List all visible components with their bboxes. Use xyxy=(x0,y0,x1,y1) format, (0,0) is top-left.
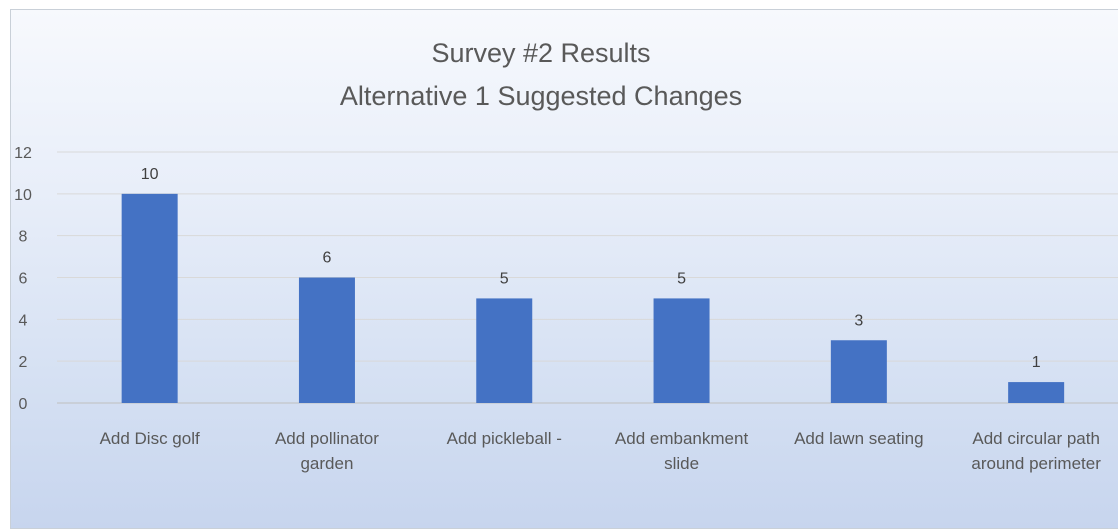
bars xyxy=(121,193,1065,403)
y-tick-label: 10 xyxy=(14,187,32,204)
x-tick-label: around perimeter xyxy=(971,454,1101,473)
chart-title: Survey #2 Results xyxy=(431,38,650,68)
bar xyxy=(298,277,355,403)
y-axis: 0 2 4 6 8 10 12 xyxy=(14,145,32,413)
bar xyxy=(1008,382,1065,403)
gridlines xyxy=(57,151,1118,404)
x-tick-label: Add circular path xyxy=(972,429,1100,448)
y-tick-label: 12 xyxy=(14,145,32,162)
x-tick-label: Add lawn seating xyxy=(794,429,923,448)
chart-subtitle: Alternative 1 Suggested Changes xyxy=(340,81,742,111)
y-tick-label: 0 xyxy=(19,396,28,413)
y-tick-label: 6 xyxy=(19,271,28,288)
bar xyxy=(476,298,533,403)
chart-area xyxy=(10,9,1118,529)
x-tick-label: Add pickleball - xyxy=(447,429,562,448)
data-label: 3 xyxy=(854,312,863,329)
x-tick-label: Add Disc golf xyxy=(100,429,200,448)
bar xyxy=(830,340,887,403)
bar xyxy=(121,193,178,403)
data-label: 6 xyxy=(322,250,331,267)
y-tick-label: 4 xyxy=(19,312,28,329)
y-tick-label: 8 xyxy=(19,229,28,246)
x-tick-label: garden xyxy=(300,454,353,473)
x-axis: Add Disc golf Add pollinator garden Add pic… xyxy=(100,429,1102,473)
data-label: 5 xyxy=(677,270,686,287)
data-labels: 10 6 5 5 3 1 xyxy=(141,166,1041,371)
y-tick-label: 2 xyxy=(19,354,28,371)
data-label: 1 xyxy=(1032,354,1041,371)
data-label: 5 xyxy=(500,270,509,287)
data-label: 10 xyxy=(141,166,159,183)
x-tick-label: slide xyxy=(664,454,699,473)
x-tick-label: Add pollinator xyxy=(275,429,379,448)
bar xyxy=(653,298,710,403)
x-tick-label: Add embankment xyxy=(615,429,749,448)
